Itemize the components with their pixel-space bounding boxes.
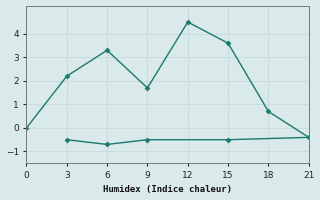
X-axis label: Humidex (Indice chaleur): Humidex (Indice chaleur) [103, 185, 232, 194]
